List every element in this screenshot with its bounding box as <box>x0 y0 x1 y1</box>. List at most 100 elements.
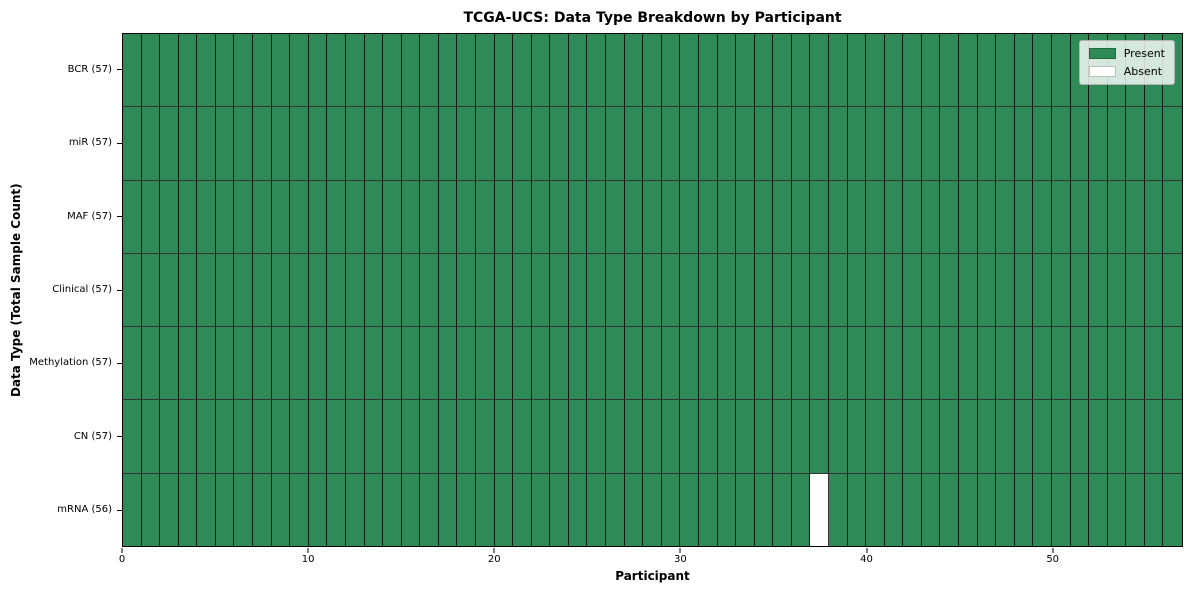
heatmap-cell <box>215 253 235 327</box>
heatmap-cell <box>253 34 272 107</box>
heatmap-cell <box>364 34 384 107</box>
heatmap-cell <box>736 327 755 400</box>
heatmap-cell <box>866 327 885 400</box>
heatmap-cell <box>1070 473 1090 546</box>
heatmap-cell <box>754 34 774 107</box>
heatmap-cell <box>123 253 142 327</box>
heatmap-cell <box>903 107 922 180</box>
heatmap-cell <box>624 473 644 546</box>
heatmap-cell <box>624 327 644 400</box>
heatmap-cell <box>513 327 532 400</box>
heatmap-cell <box>884 327 904 400</box>
heatmap-cell <box>1070 253 1090 327</box>
heatmap-cell <box>698 253 718 327</box>
heatmap-cell <box>308 34 328 107</box>
heatmap-cell <box>420 253 439 327</box>
heatmap-cell <box>290 473 309 546</box>
x-axis-label: Participant <box>615 569 690 583</box>
y-axis-tick-marks <box>117 33 122 547</box>
heatmap-cell <box>160 473 179 546</box>
heatmap-cell <box>810 107 829 180</box>
heatmap-cell <box>345 327 365 400</box>
heatmap-cell <box>271 473 291 546</box>
heatmap-cell <box>531 34 551 107</box>
heatmap-cell <box>345 34 365 107</box>
legend-entry-absent: Absent <box>1088 65 1165 78</box>
heatmap-cell <box>698 327 718 400</box>
heatmap-cell <box>123 34 142 107</box>
heatmap-cell <box>587 253 607 327</box>
heatmap-cell <box>661 400 681 473</box>
heatmap-cell <box>457 473 476 546</box>
heatmap-cell <box>1126 107 1145 180</box>
heatmap-cell <box>996 34 1015 107</box>
heatmap-cell <box>643 327 662 400</box>
heatmap-cell <box>308 400 328 473</box>
heatmap-cell <box>754 473 774 546</box>
heatmap-cell <box>996 253 1015 327</box>
heatmap-cell <box>624 34 644 107</box>
heatmap-cell <box>550 400 569 473</box>
x-tick-label: 20 <box>487 554 501 565</box>
heatmap-cell <box>531 107 551 180</box>
legend-swatch-absent-icon <box>1088 66 1116 77</box>
heatmap-cell <box>680 107 699 180</box>
x-tick <box>1052 548 1054 553</box>
y-tick <box>117 436 122 438</box>
heatmap-cell <box>513 107 532 180</box>
heatmap-cell <box>884 400 904 473</box>
heatmap-cell <box>1051 253 1071 327</box>
heatmap-cell <box>847 180 867 253</box>
heatmap-cell <box>123 473 142 546</box>
heatmap-cell <box>977 473 997 546</box>
heatmap-cell <box>866 107 885 180</box>
heatmap-cell <box>903 473 922 546</box>
heatmap-row <box>123 473 1182 546</box>
heatmap-cell <box>178 473 198 546</box>
heatmap-cell <box>717 34 737 107</box>
heatmap-cell <box>680 180 699 253</box>
heatmap-cell <box>587 473 607 546</box>
x-tick <box>121 548 123 553</box>
heatmap-cell <box>717 180 737 253</box>
heatmap-cell <box>698 34 718 107</box>
heatmap-cell <box>921 253 941 327</box>
heatmap-cell <box>828 473 848 546</box>
heatmap-cell <box>940 473 960 546</box>
heatmap-cell <box>513 34 532 107</box>
heatmap-cell <box>568 400 588 473</box>
heatmap-cell <box>308 180 328 253</box>
heatmap-cell <box>1014 473 1034 546</box>
heatmap-cell <box>921 473 941 546</box>
heatmap-cell <box>680 473 699 546</box>
heatmap-cell <box>1163 107 1182 180</box>
heatmap-cell <box>587 327 607 400</box>
heatmap-cell <box>531 327 551 400</box>
heatmap-cell <box>327 327 346 400</box>
heatmap-cell <box>661 473 681 546</box>
heatmap-cell <box>420 327 439 400</box>
heatmap-cell <box>903 327 922 400</box>
heatmap-cell <box>383 180 402 253</box>
heatmap-cell <box>253 473 272 546</box>
heatmap-cell <box>123 180 142 253</box>
heatmap-cell <box>866 473 885 546</box>
heatmap-cell <box>1144 180 1164 253</box>
heatmap-cell <box>327 253 346 327</box>
heatmap-cell <box>308 253 328 327</box>
heatmap-cell <box>550 327 569 400</box>
heatmap-cell <box>308 107 328 180</box>
heatmap-cell <box>401 327 421 400</box>
heatmap-cell <box>810 327 829 400</box>
heatmap-cell <box>847 400 867 473</box>
y-tick <box>117 216 122 218</box>
heatmap-cell <box>141 34 161 107</box>
y-tick-label: BCR (57) <box>67 63 112 75</box>
heatmap-cell <box>568 473 588 546</box>
heatmap-cell <box>438 107 458 180</box>
heatmap-cell <box>828 34 848 107</box>
heatmap-cell <box>383 327 402 400</box>
heatmap-cell <box>940 34 960 107</box>
heatmap-cell <box>327 180 346 253</box>
heatmap-cell <box>736 180 755 253</box>
